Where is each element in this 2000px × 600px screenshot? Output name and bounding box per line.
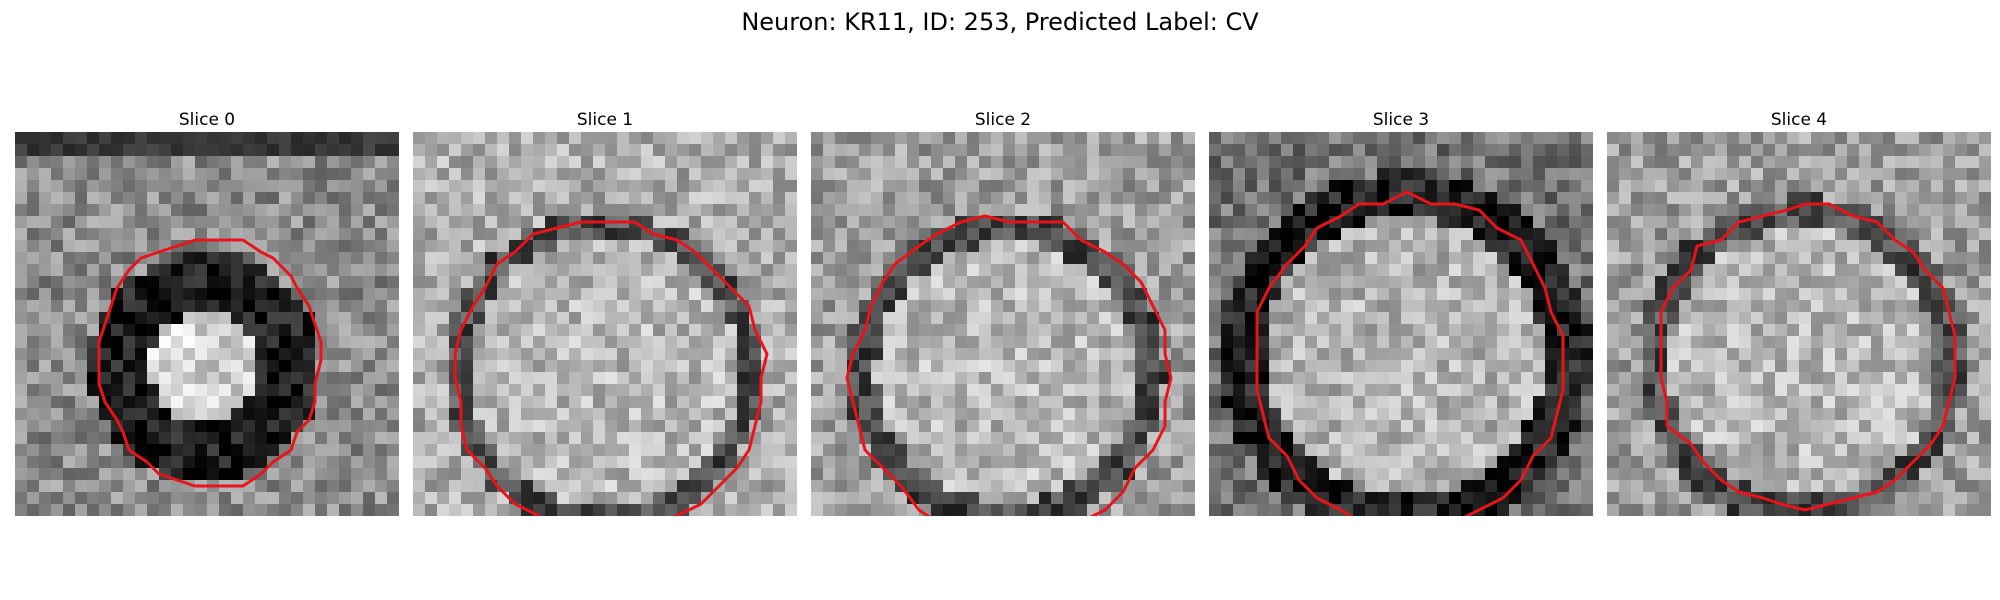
slice-title-4: Slice 4 xyxy=(1770,110,1828,130)
slice-panel-0: Slice 0 xyxy=(15,108,399,516)
segmentation-contour xyxy=(1255,190,1565,516)
pixel-grid xyxy=(811,132,1195,516)
slice-image-4 xyxy=(1607,132,1991,516)
segmentation-contour xyxy=(453,220,769,516)
slice-title-0: Slice 0 xyxy=(178,110,236,130)
figure-title: Neuron: KR11, ID: 253, Predicted Label: … xyxy=(741,8,1259,36)
pixel-grid xyxy=(1607,132,1991,516)
slice-title-3: Slice 3 xyxy=(1372,110,1430,130)
slice-title-1: Slice 1 xyxy=(576,110,634,130)
slice-image-3 xyxy=(1209,132,1593,516)
slice-title-2: Slice 2 xyxy=(974,110,1032,130)
pixel-grid xyxy=(1209,132,1593,516)
slice-panel-2: Slice 2 xyxy=(811,108,1195,516)
slice-panel-3: Slice 3 xyxy=(1209,108,1593,516)
segmentation-contour xyxy=(845,214,1173,516)
segmentation-contour xyxy=(97,238,323,488)
segmentation-contour xyxy=(1659,202,1957,512)
pixel-grid xyxy=(413,132,797,516)
slice-panel-4: Slice 4 xyxy=(1607,108,1991,516)
pixel-grid xyxy=(15,132,399,516)
slice-image-1 xyxy=(413,132,797,516)
slice-image-2 xyxy=(811,132,1195,516)
slice-panel-1: Slice 1 xyxy=(413,108,797,516)
slice-image-0 xyxy=(15,132,399,516)
